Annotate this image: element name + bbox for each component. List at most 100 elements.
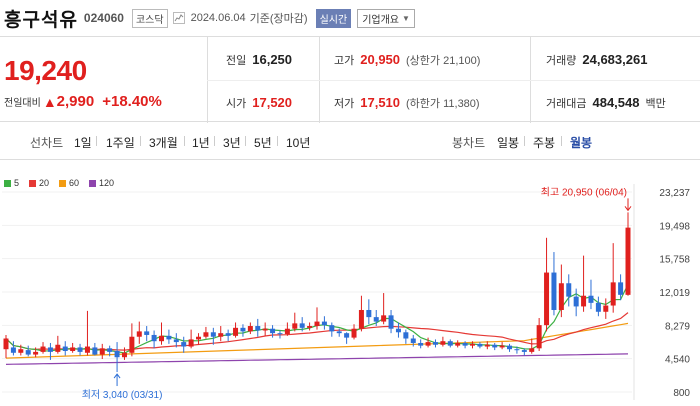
tab-daily[interactable]: 일봉 bbox=[497, 136, 520, 150]
company-info-dropdown[interactable]: 기업개요 ▼ bbox=[357, 8, 415, 28]
amount-unit: 백만 bbox=[645, 98, 666, 110]
candle-body bbox=[455, 342, 461, 346]
candle-body bbox=[381, 315, 387, 322]
candle-body bbox=[33, 351, 39, 355]
low-stat: 저가 17,510 (하한가 11,380) bbox=[334, 95, 480, 111]
y-tick-label: 8,279 bbox=[665, 321, 690, 332]
tab-3y[interactable]: 3년 bbox=[223, 136, 241, 150]
candle-body bbox=[551, 272, 557, 310]
candle-body bbox=[203, 332, 209, 337]
candle-body bbox=[573, 296, 579, 307]
candle-body bbox=[40, 346, 46, 352]
sparkline-icon[interactable] bbox=[172, 12, 185, 24]
open-label: 시가 bbox=[226, 98, 247, 110]
candle-body bbox=[321, 321, 327, 326]
price-change: 전일대비 ▲ 2,990 +18.40% bbox=[4, 93, 162, 110]
current-price: 19,240 bbox=[4, 55, 87, 86]
legend-label: 5 bbox=[14, 178, 20, 188]
candle-body bbox=[255, 326, 261, 331]
volume-value: 24,683,261 bbox=[582, 52, 648, 67]
candle-body bbox=[3, 338, 9, 350]
candle-body bbox=[129, 336, 135, 353]
candle-body bbox=[514, 349, 520, 351]
candle-body bbox=[173, 339, 179, 343]
candle-body bbox=[299, 323, 305, 328]
tab-1y[interactable]: 1년 bbox=[192, 136, 210, 150]
candle-body bbox=[262, 328, 268, 331]
candle-body bbox=[233, 327, 239, 336]
divider bbox=[184, 136, 185, 146]
candle-body bbox=[410, 338, 416, 343]
amount-value: 484,548 bbox=[592, 95, 640, 110]
high-value: 20,950 bbox=[360, 52, 401, 67]
tab-monthly[interactable]: 월봉 bbox=[570, 136, 593, 150]
candle-body bbox=[25, 350, 31, 355]
divider bbox=[561, 136, 562, 146]
candle-body bbox=[151, 334, 157, 342]
trade-basis: 기준(장마감) bbox=[249, 13, 308, 25]
candle-body bbox=[121, 352, 127, 358]
candle-body bbox=[477, 343, 483, 347]
candle-body bbox=[351, 328, 357, 338]
candle-body bbox=[77, 347, 83, 352]
tab-3m[interactable]: 3개월 bbox=[149, 136, 178, 150]
volume-label: 거래량 bbox=[546, 55, 577, 67]
upper-limit: (상한가 21,100) bbox=[406, 55, 481, 67]
market-badge: 코스닥 bbox=[131, 8, 168, 28]
tab-1d[interactable]: 1일 bbox=[74, 136, 92, 150]
candle-body bbox=[462, 342, 468, 346]
y-tick-label: 19,498 bbox=[659, 221, 690, 232]
ma120-line bbox=[5, 353, 629, 365]
candle-body bbox=[373, 317, 379, 322]
tab-10y[interactable]: 10년 bbox=[286, 136, 311, 150]
candle-body bbox=[566, 283, 572, 297]
candle-body bbox=[114, 350, 120, 358]
candlestick-chart[interactable]: 23,237 19,498 15,758 12,019 8,279 4,540 800 최고 … bbox=[0, 160, 700, 406]
candle-body bbox=[366, 309, 372, 318]
candle-body bbox=[329, 325, 335, 332]
candle-body bbox=[529, 348, 535, 352]
candle-body bbox=[395, 328, 401, 333]
change-amount: 2,990 bbox=[56, 93, 95, 110]
chevron-down-icon: ▼ bbox=[402, 13, 410, 23]
candle-body bbox=[418, 342, 424, 346]
candle-body bbox=[440, 341, 446, 345]
stock-name: 흥구석유 bbox=[4, 9, 78, 31]
candle-body bbox=[447, 341, 453, 346]
legend-ma60: 60 bbox=[59, 178, 79, 188]
min-annotation: 최저 3,040 (03/31) bbox=[82, 389, 163, 401]
tab-5y[interactable]: 5년 bbox=[254, 136, 272, 150]
high-label: 고가 bbox=[334, 55, 355, 67]
divider bbox=[140, 136, 141, 146]
candle-body bbox=[47, 347, 53, 352]
candle-body bbox=[144, 331, 150, 335]
open-stat: 시가 17,520 bbox=[226, 95, 292, 111]
candle-body bbox=[159, 335, 164, 342]
legend-ma20: 20 bbox=[29, 178, 49, 188]
legend-label: 120 bbox=[99, 178, 115, 188]
legend-ma5: 5 bbox=[4, 178, 19, 188]
candle-body bbox=[336, 331, 342, 334]
y-tick-label: 12,019 bbox=[659, 288, 690, 299]
candle-body bbox=[188, 339, 194, 347]
volume-stat: 거래량 24,683,261 bbox=[546, 52, 647, 68]
candle-body bbox=[107, 348, 113, 352]
candle-body bbox=[284, 328, 290, 335]
candle-body bbox=[499, 345, 505, 348]
tab-weekly[interactable]: 주봉 bbox=[533, 136, 556, 150]
candle-body bbox=[92, 347, 98, 355]
chart-period-tabs: 선차트 1일 1주일 3개월 1년 3년 5년 10년 봉차트 일봉 주봉 월봉 bbox=[0, 122, 700, 160]
y-tick-label: 4,540 bbox=[665, 355, 690, 366]
candle-body bbox=[358, 309, 364, 329]
divider bbox=[524, 136, 525, 146]
realtime-button[interactable]: 실시간 bbox=[315, 8, 352, 28]
candle-body bbox=[247, 326, 253, 332]
candle-body bbox=[603, 305, 609, 312]
legend-label: 60 bbox=[69, 178, 80, 188]
y-tick-label: 23,237 bbox=[659, 188, 690, 199]
tab-1w[interactable]: 1주일 bbox=[106, 136, 135, 150]
candle-body bbox=[181, 342, 187, 347]
candle-body bbox=[521, 350, 527, 352]
candle-body bbox=[536, 325, 542, 349]
legend-label: 20 bbox=[39, 178, 50, 188]
